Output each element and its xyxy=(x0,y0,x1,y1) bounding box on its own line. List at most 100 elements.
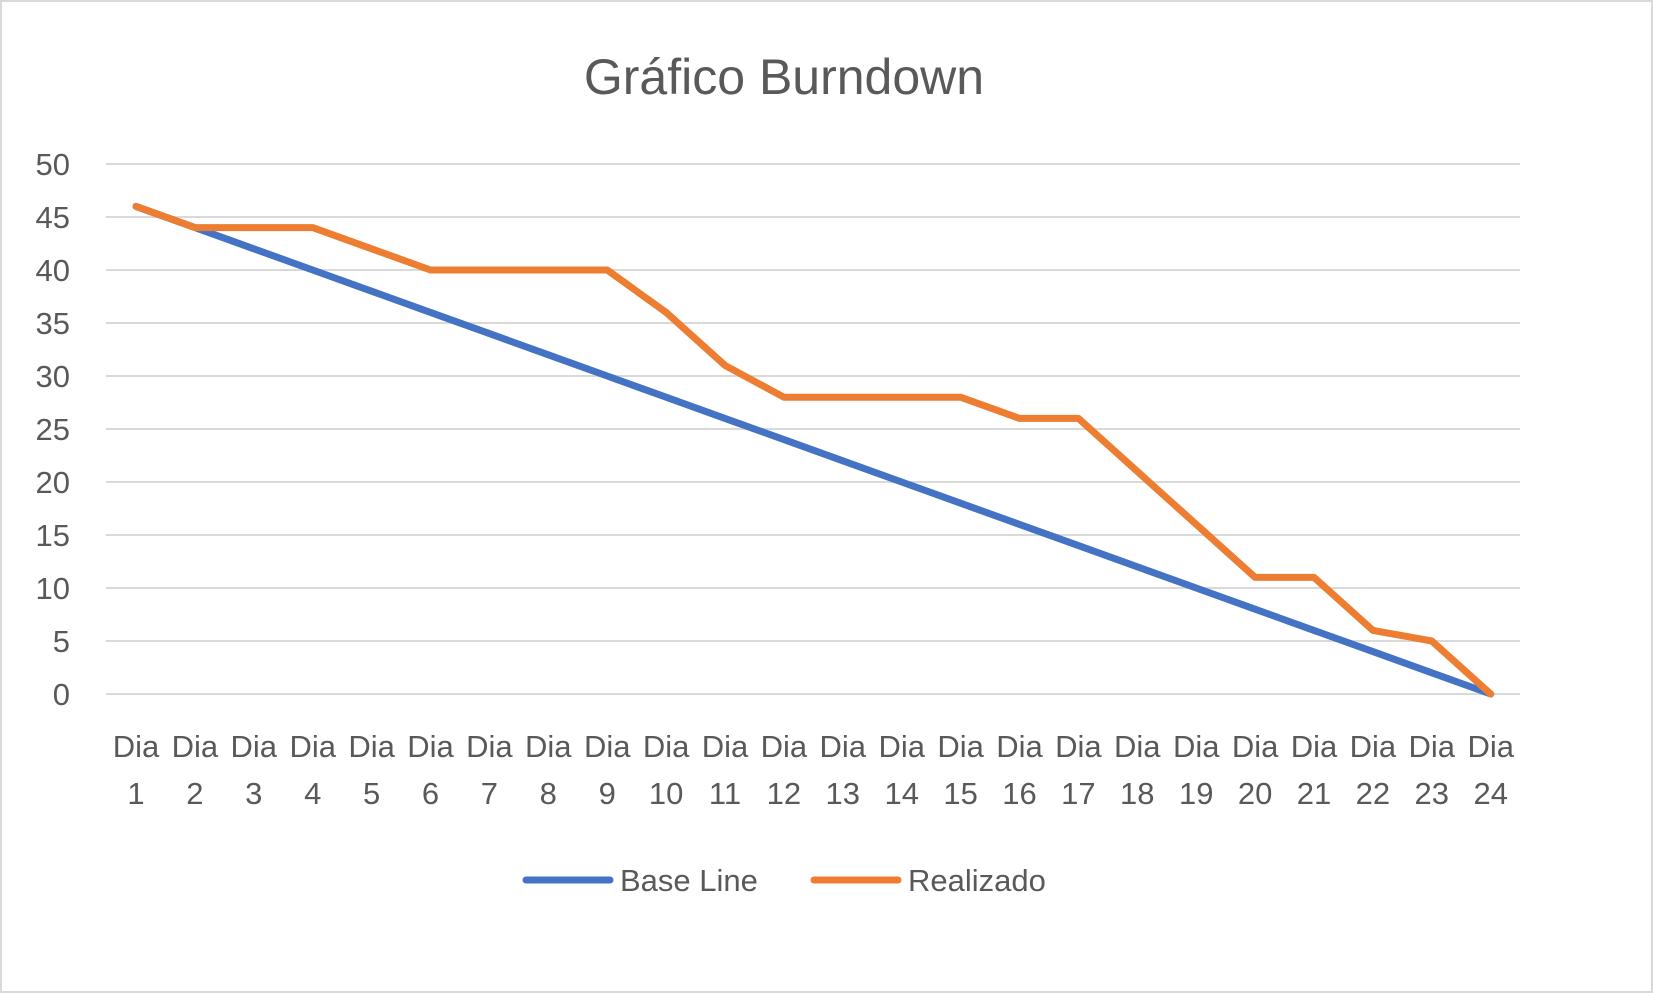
x-tick-label: Dia 10 xyxy=(643,729,690,811)
x-tick-label-line1: Dia xyxy=(878,729,925,764)
x-tick-label: Dia 6 xyxy=(407,729,454,811)
y-tick-label: 15 xyxy=(36,518,70,553)
x-tick-label: Dia 16 xyxy=(996,729,1043,811)
data-point xyxy=(430,311,432,313)
x-tick-label-line1: Dia xyxy=(172,729,219,764)
x-tick-label-line1: Dia xyxy=(761,729,808,764)
x-tick-label-line2: 17 xyxy=(1061,776,1095,811)
series-line-1 xyxy=(132,202,1495,698)
y-tick-label: 50 xyxy=(36,147,70,182)
x-tick-label-line1: Dia xyxy=(643,729,690,764)
x-tick-label-line1: Dia xyxy=(466,729,513,764)
data-point xyxy=(901,481,903,483)
y-tick-label: 30 xyxy=(36,359,70,394)
x-tick-label: Dia 18 xyxy=(1114,729,1161,811)
data-point xyxy=(901,396,903,398)
data-point xyxy=(1313,576,1315,578)
y-tick-label: 0 xyxy=(53,677,70,712)
data-point xyxy=(488,333,490,335)
x-axis-tick-labels: Dia 1 Dia 2 Dia 3 Dia 4 Dia 5 Dia 6 Dia 7 Dia 8 Dia 9 Dia 1… xyxy=(113,729,1515,811)
x-tick-label-line1: Dia xyxy=(1467,729,1514,764)
x-tick-label: Dia 7 xyxy=(466,729,513,811)
x-tick-label: Dia 12 xyxy=(761,729,808,811)
y-tick-label: 5 xyxy=(53,624,70,659)
y-tick-label: 20 xyxy=(36,465,70,500)
x-tick-label-line2: 4 xyxy=(304,776,321,811)
gridlines xyxy=(106,163,1520,695)
x-tick-label-line1: Dia xyxy=(1291,729,1338,764)
x-tick-label: Dia 21 xyxy=(1291,729,1338,811)
data-point xyxy=(960,502,962,504)
x-tick-label-line1: Dia xyxy=(1114,729,1161,764)
x-tick-label-line2: 7 xyxy=(481,776,498,811)
data-point xyxy=(783,396,785,398)
data-point xyxy=(1431,640,1433,642)
data-point xyxy=(1019,523,1021,525)
data-point xyxy=(194,227,196,229)
x-tick-label: Dia 17 xyxy=(1055,729,1102,811)
x-tick-label-line2: 20 xyxy=(1238,776,1272,811)
x-tick-label-line1: Dia xyxy=(1409,729,1456,764)
x-tick-label: Dia 23 xyxy=(1409,729,1456,811)
x-tick-label-line2: 3 xyxy=(245,776,262,811)
legend: Base Line Realizado xyxy=(522,863,1046,898)
x-tick-label-line2: 13 xyxy=(826,776,860,811)
data-point xyxy=(665,311,667,313)
x-tick-label-line1: Dia xyxy=(231,729,278,764)
data-point xyxy=(1372,651,1374,653)
data-point xyxy=(842,460,844,462)
x-tick-label-line2: 1 xyxy=(127,776,144,811)
data-point xyxy=(1313,629,1315,631)
data-point xyxy=(1136,566,1138,568)
x-tick-label-line2: 10 xyxy=(649,776,683,811)
x-tick-label-line2: 5 xyxy=(363,776,380,811)
y-tick-label: 45 xyxy=(36,200,70,235)
legend-label: Base Line xyxy=(620,863,758,898)
x-tick-label-line1: Dia xyxy=(1350,729,1397,764)
data-point xyxy=(724,364,726,366)
x-tick-label-line1: Dia xyxy=(996,729,1043,764)
x-tick-label-line2: 6 xyxy=(422,776,439,811)
chart-title: Gráfico Burndown xyxy=(584,49,984,105)
x-tick-label: Dia 19 xyxy=(1173,729,1220,811)
x-tick-label: Dia 8 xyxy=(525,729,572,811)
y-tick-label: 25 xyxy=(36,412,70,447)
data-point xyxy=(253,248,255,250)
data-point xyxy=(253,227,255,229)
x-tick-label-line1: Dia xyxy=(937,729,984,764)
data-point xyxy=(606,269,608,271)
x-tick-label-line2: 23 xyxy=(1415,776,1449,811)
x-tick-label: Dia 20 xyxy=(1232,729,1279,811)
x-tick-label-line2: 24 xyxy=(1473,776,1507,811)
x-tick-label: Dia 1 xyxy=(113,729,160,811)
legend-label: Realizado xyxy=(908,863,1046,898)
x-tick-label-line1: Dia xyxy=(702,729,749,764)
x-tick-label: Dia 14 xyxy=(878,729,925,811)
x-tick-label: Dia 5 xyxy=(348,729,395,811)
series-lines xyxy=(132,202,1495,698)
y-tick-label: 35 xyxy=(36,306,70,341)
x-tick-label-line1: Dia xyxy=(584,729,631,764)
data-point xyxy=(430,269,432,271)
x-tick-label-line2: 8 xyxy=(540,776,557,811)
data-point xyxy=(488,269,490,271)
x-tick-label-line1: Dia xyxy=(407,729,454,764)
x-tick-label-line2: 21 xyxy=(1297,776,1331,811)
x-tick-label-line2: 18 xyxy=(1120,776,1154,811)
x-tick-label-line2: 16 xyxy=(1002,776,1036,811)
data-point xyxy=(1372,629,1374,631)
data-point xyxy=(1077,545,1079,547)
x-tick-label-line1: Dia xyxy=(820,729,867,764)
data-point xyxy=(606,375,608,377)
data-point xyxy=(1431,672,1433,674)
x-tick-label-line2: 19 xyxy=(1179,776,1213,811)
x-tick-label-line2: 9 xyxy=(599,776,616,811)
x-tick-label: Dia 2 xyxy=(172,729,219,811)
x-tick-label-line2: 22 xyxy=(1356,776,1390,811)
x-tick-label: Dia 11 xyxy=(702,729,749,811)
x-tick-label: Dia 22 xyxy=(1350,729,1397,811)
y-axis-tick-labels: 0 5 10 15 20 25 30 35 40 45 50 xyxy=(36,147,70,712)
x-tick-label: Dia 4 xyxy=(289,729,336,811)
y-tick-label: 10 xyxy=(36,571,70,606)
